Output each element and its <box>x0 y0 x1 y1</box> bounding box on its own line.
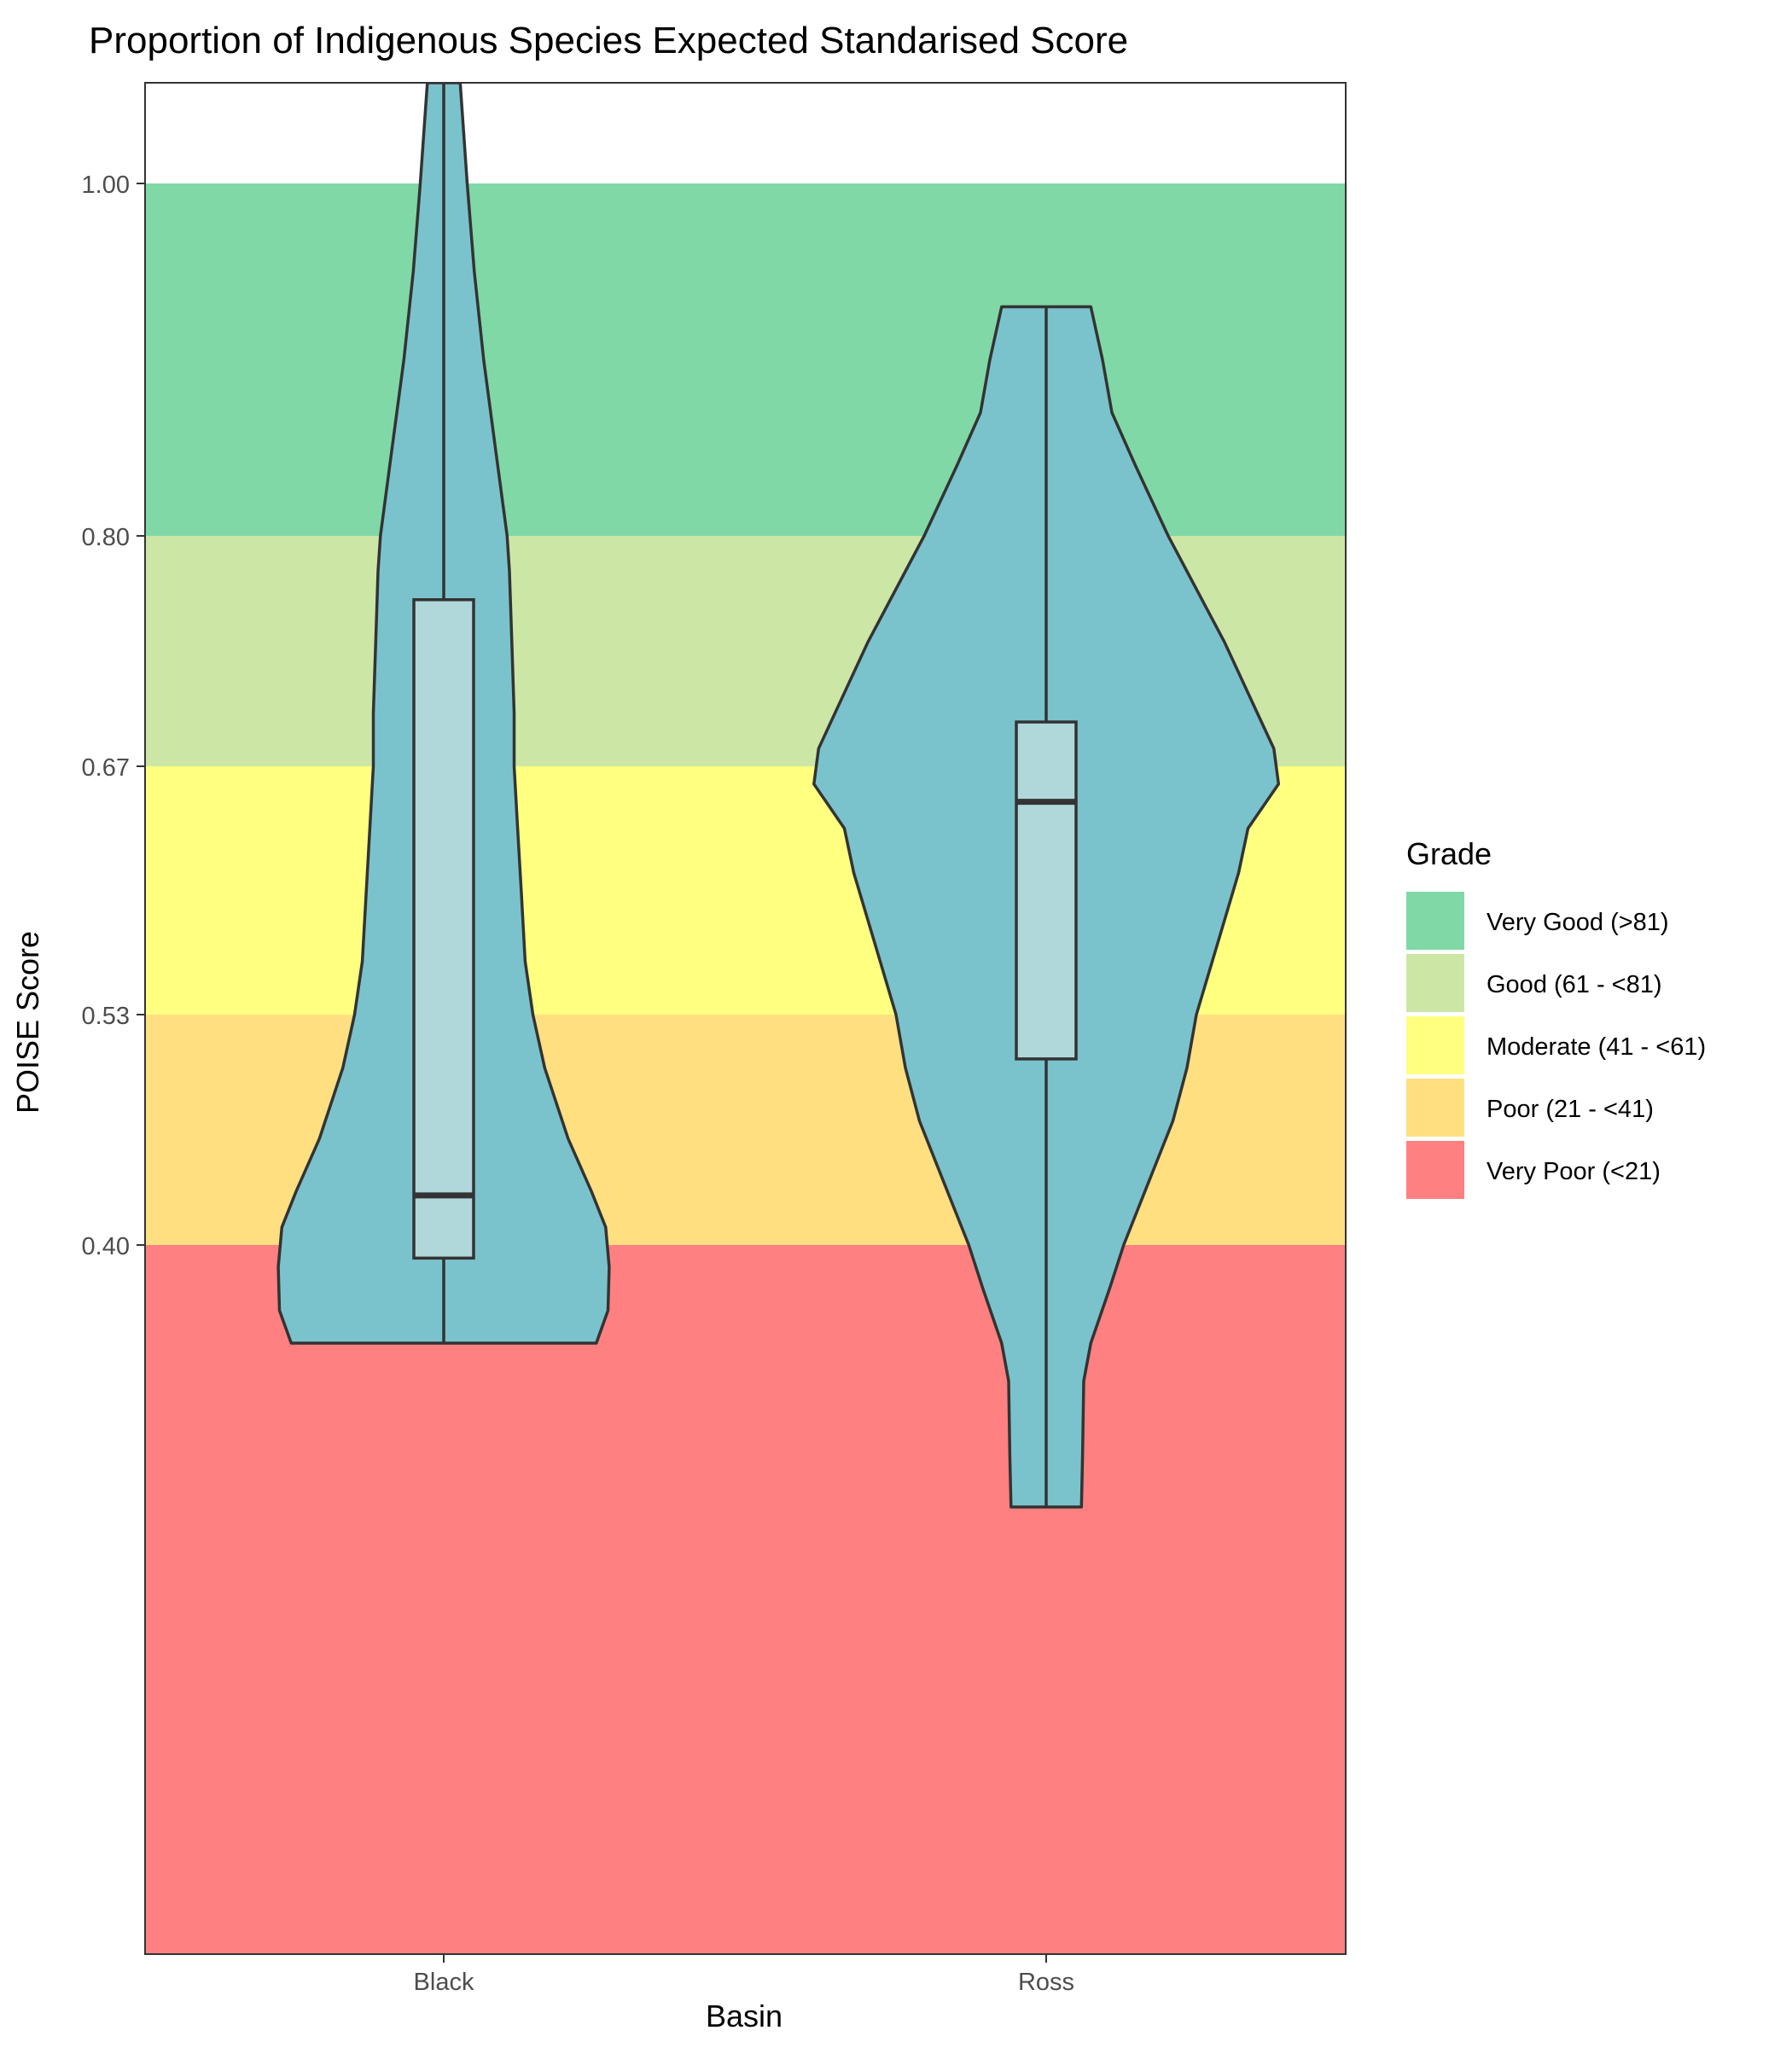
legend-label: Very Poor (<21) <box>1487 1158 1661 1185</box>
y-axis-label: POISE Score <box>10 931 45 1114</box>
violin-black <box>276 83 611 1345</box>
legend-title: Grade <box>1406 836 1492 871</box>
x-tick-label: Ross <box>1018 1969 1074 1996</box>
legend: Grade Very Good (>81) Good (61 - <81) Mode… <box>1406 836 1706 1199</box>
y-tick-label: 0.53 <box>82 1003 130 1030</box>
legend-key <box>1406 954 1464 1012</box>
legend-label: Poor (21 - <41) <box>1487 1096 1654 1123</box>
legend-key <box>1406 1016 1464 1074</box>
plot-area: 1.00 0.80 0.67 0.53 0.40 Black Ross <box>82 82 1347 1996</box>
grade-band-5 <box>145 1245 1346 1954</box>
legend-key <box>1406 1141 1464 1199</box>
legend-key <box>1406 1079 1464 1137</box>
panel-content <box>145 83 1346 1954</box>
panel-border <box>144 82 1347 1955</box>
chart-title: Proportion of Indigenous Species Expecte… <box>89 20 1128 61</box>
grade-band-1 <box>145 183 1346 536</box>
box-black <box>412 598 475 1260</box>
box-ross <box>1015 720 1078 1061</box>
violin-ross <box>812 305 1281 1509</box>
y-tick-label: 1.00 <box>82 172 130 199</box>
x-tick-label: Black <box>414 1969 474 1996</box>
y-tick-label: 0.80 <box>82 524 130 551</box>
legend-label: Good (61 - <81) <box>1487 971 1662 998</box>
legend-label: Moderate (41 - <61) <box>1487 1033 1706 1061</box>
x-axis-label: Basin <box>706 1999 783 2033</box>
legend-key <box>1406 892 1464 950</box>
y-tick-label: 0.67 <box>82 754 130 782</box>
legend-label: Very Good (>81) <box>1487 909 1669 936</box>
y-tick-label: 0.40 <box>82 1233 130 1260</box>
